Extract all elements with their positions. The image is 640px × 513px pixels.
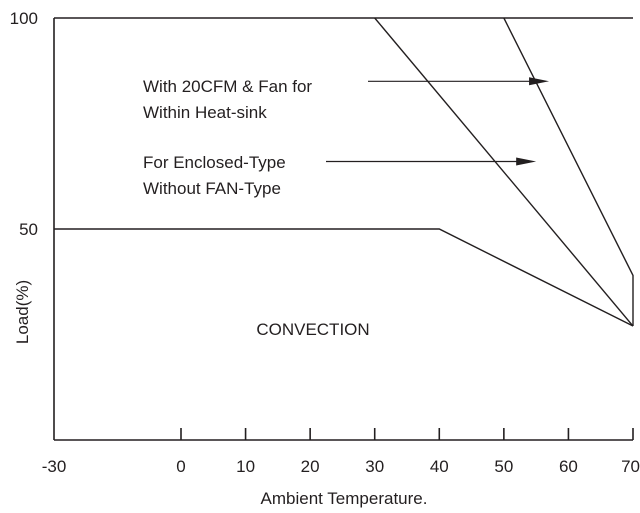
annotation-text: Within Heat-sink <box>143 103 267 122</box>
annotation-text: With 20CFM & Fan for <box>143 77 312 96</box>
y-tick-label: 50 <box>19 220 38 239</box>
y-tick-label: 100 <box>10 9 38 28</box>
x-axis-title: Ambient Temperature. <box>261 489 428 508</box>
y-ticks: 50 100 <box>10 9 38 239</box>
x-tick-label: 20 <box>301 457 320 476</box>
y-axis-title: Load(%) <box>13 280 32 344</box>
arrowhead-icon <box>529 77 550 86</box>
arrowhead-icon <box>516 157 537 166</box>
derating-curve-3 <box>503 17 634 327</box>
x-tick-label: 50 <box>494 457 513 476</box>
x-tick-label: -30 <box>42 457 67 476</box>
derating-curve-2 <box>374 17 634 327</box>
derating-curve-1 <box>54 228 634 327</box>
x-ticks: -30 0 10 20 30 40 50 60 70 <box>42 428 640 476</box>
series-layer <box>54 17 634 327</box>
x-tick-label: 70 <box>621 457 640 476</box>
x-tick-label: 60 <box>559 457 578 476</box>
x-tick-label: 0 <box>176 457 185 476</box>
x-tick-label: 30 <box>365 457 384 476</box>
annotation-layer: With 20CFM & Fan for Within Heat-sink For … <box>143 77 550 339</box>
annotation-text: For Enclosed-Type <box>143 153 286 172</box>
x-tick-label: 10 <box>236 457 255 476</box>
annotation-text: CONVECTION <box>256 320 369 339</box>
annotation-text: Without FAN-Type <box>143 179 281 198</box>
x-tick-label: 40 <box>430 457 449 476</box>
